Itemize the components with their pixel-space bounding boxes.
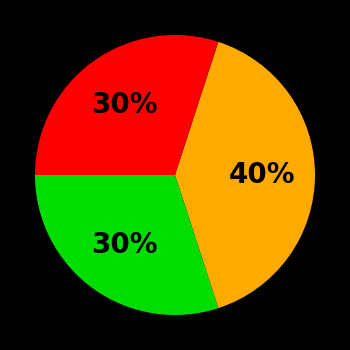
- Wedge shape: [175, 42, 315, 308]
- Text: 40%: 40%: [229, 161, 295, 189]
- Text: 30%: 30%: [91, 231, 157, 259]
- Text: 30%: 30%: [91, 91, 157, 119]
- Wedge shape: [35, 35, 218, 175]
- Wedge shape: [35, 175, 218, 315]
